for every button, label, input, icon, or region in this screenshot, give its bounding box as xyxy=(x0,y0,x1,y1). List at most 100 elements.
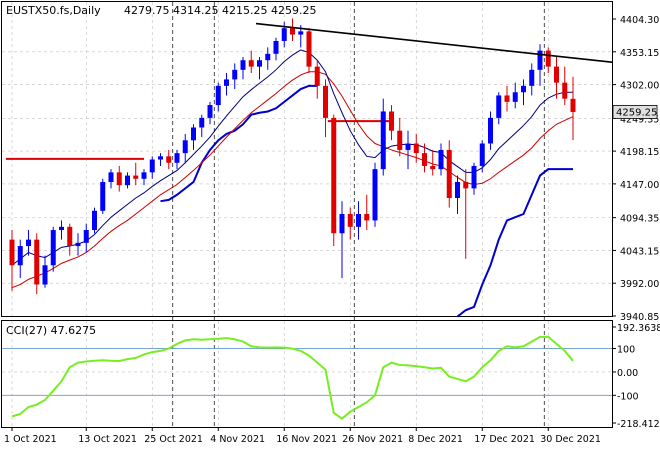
cci-label: CCI(27) 47.6275 xyxy=(6,324,96,337)
candle xyxy=(59,220,64,240)
candle-body xyxy=(141,172,147,179)
candle-body xyxy=(191,127,196,141)
candle-body xyxy=(232,69,238,80)
candle-body xyxy=(545,50,551,67)
candle-body xyxy=(438,149,444,170)
candle-body xyxy=(512,92,518,102)
candle-body xyxy=(92,210,97,231)
candle xyxy=(67,223,73,256)
candle xyxy=(570,76,576,141)
cci-panel-frame xyxy=(1,320,613,428)
price-tick-label: 4404.30 xyxy=(620,15,659,26)
candle xyxy=(554,57,559,99)
candle-body xyxy=(463,181,469,189)
candle xyxy=(182,133,188,163)
candle xyxy=(9,230,15,291)
candle-body xyxy=(125,175,130,186)
price-tick-label: 3940.85 xyxy=(620,312,659,323)
candle xyxy=(290,18,295,41)
candle-body xyxy=(397,130,403,150)
candle-body xyxy=(479,143,485,166)
candle-body xyxy=(248,60,254,67)
candle-body xyxy=(199,117,205,128)
candle-body xyxy=(224,79,229,86)
candle xyxy=(430,149,436,176)
time-tick-label: 17 Dec 2021 xyxy=(474,434,535,445)
candle-body xyxy=(26,239,31,247)
candle-body xyxy=(314,66,320,86)
candle xyxy=(125,172,130,189)
candle xyxy=(314,60,320,99)
cci-tick-label: 192.3638 xyxy=(617,323,660,334)
candle-body xyxy=(471,165,477,189)
candle xyxy=(323,79,328,138)
candle-body xyxy=(108,172,114,182)
candle xyxy=(50,226,56,272)
current-price-box xyxy=(612,105,658,119)
candle xyxy=(215,82,221,112)
candle xyxy=(479,140,485,173)
candle-body xyxy=(273,40,279,54)
candle xyxy=(471,162,477,195)
candle-body xyxy=(430,165,436,170)
candle-body xyxy=(554,66,559,83)
candle xyxy=(108,169,114,189)
candle xyxy=(537,44,543,86)
candle-body xyxy=(133,175,139,179)
candle-body xyxy=(174,153,180,163)
candle xyxy=(141,169,147,186)
time-tick-label: 13 Oct 2021 xyxy=(78,434,137,445)
candle xyxy=(422,143,427,173)
candle-body xyxy=(149,159,155,173)
candle-body xyxy=(323,85,328,118)
candle-body xyxy=(67,226,73,247)
candle-body xyxy=(372,169,378,221)
candle-body xyxy=(446,149,452,198)
resistance-trendline[interactable] xyxy=(255,22,613,64)
candle xyxy=(306,28,312,74)
candle xyxy=(405,130,411,170)
candle-body xyxy=(75,242,81,247)
time-tick-label: 30 Dec 2021 xyxy=(540,434,601,445)
price-tick-label: 4353.15 xyxy=(620,48,659,59)
price-tick-label: 4094.35 xyxy=(620,214,659,225)
price-tick-label: 4043.15 xyxy=(620,246,659,257)
candle-body xyxy=(281,28,287,41)
candle-body xyxy=(83,230,89,243)
candle-body xyxy=(504,95,510,102)
candle xyxy=(438,143,444,176)
candle xyxy=(17,239,23,279)
candle-body xyxy=(570,98,576,112)
candle-body xyxy=(34,239,40,285)
envelope-line xyxy=(456,168,573,318)
time-tick-label: 4 Nov 2021 xyxy=(210,434,265,445)
time-axis[interactable]: 1 Oct 2021 13 Oct 2021 25 Oct 2021 4 Nov 20… xyxy=(4,427,601,445)
candle-body xyxy=(562,82,568,99)
cci-line xyxy=(11,335,574,420)
candle xyxy=(364,194,370,231)
time-tick-label: 1 Oct 2021 xyxy=(4,434,57,445)
candle-body xyxy=(331,117,337,234)
trendline[interactable] xyxy=(255,22,613,64)
candle xyxy=(397,117,403,157)
candle xyxy=(133,162,139,186)
price-axis[interactable]: 4404.30 4353.15 4302.00 4249.35 4198.15 4147.… xyxy=(612,15,659,323)
candle xyxy=(521,79,526,106)
candle xyxy=(248,50,254,74)
candle xyxy=(191,124,196,150)
candle xyxy=(207,101,213,125)
candle xyxy=(413,133,419,163)
candle-body xyxy=(290,28,295,35)
candle xyxy=(116,165,122,192)
candle-body xyxy=(380,111,386,170)
time-tick-label: 16 Nov 2021 xyxy=(276,434,337,445)
candle xyxy=(174,149,180,170)
price-tick-label: 4147.00 xyxy=(620,180,659,191)
candle-body xyxy=(405,143,411,150)
candle xyxy=(224,73,229,96)
header-symbol: EUSTX50.fs,Daily xyxy=(6,4,101,17)
